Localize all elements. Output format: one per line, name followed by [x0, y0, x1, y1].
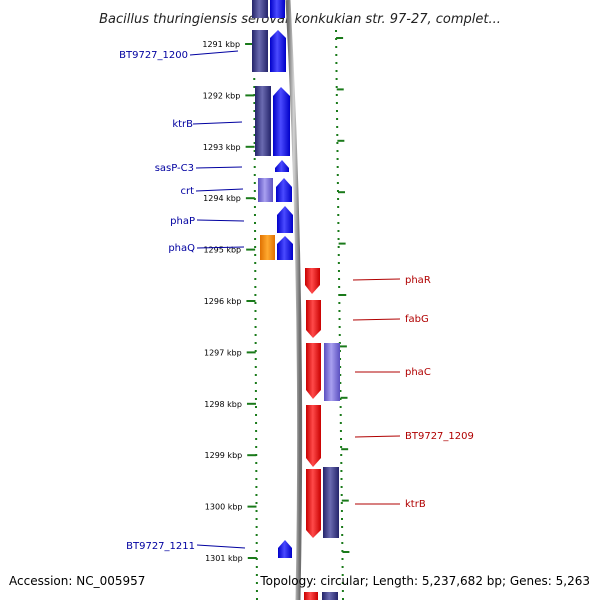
gene-leader-line	[195, 188, 244, 192]
similarity-block	[255, 86, 271, 156]
gene-leader-line	[354, 435, 401, 438]
gene-arrow-forward	[304, 592, 318, 600]
gene-label: phaR	[405, 275, 431, 286]
similarity-block	[323, 467, 339, 538]
gene-label: BT9727_1211	[126, 541, 195, 552]
similarity-blocks-forward	[322, 343, 340, 600]
gene-arrow-reverse	[270, 0, 285, 18]
accession-text: Accession: NC_005957	[9, 574, 145, 588]
gene-arrow-forward	[306, 343, 321, 399]
gene-arrow-forward	[306, 405, 321, 467]
map-title: Bacillus thuringiensis serovar konkukian…	[99, 12, 501, 27]
gene-leader-line	[195, 166, 243, 169]
similarity-block	[324, 343, 340, 401]
scale-tick-label: 1298 kbp	[204, 400, 242, 409]
scale-tick-label: 1296 kbp	[204, 297, 242, 306]
gene-label: phaP	[170, 216, 195, 227]
similarity-block	[252, 30, 268, 72]
forward-gene-labels: phaR fabG phaC BT9727_1209 ktrB	[405, 275, 474, 510]
similarity-block	[252, 0, 268, 18]
gene-label: crt	[180, 186, 194, 197]
gene-leader-line	[196, 246, 245, 249]
gene-leader-line	[352, 278, 401, 281]
scale-tick-label: 1300 kbp	[205, 503, 243, 512]
gene-label: fabG	[405, 314, 429, 325]
gene-label: phaQ	[168, 243, 195, 254]
gene-arrow-reverse	[277, 236, 293, 260]
outer-ring-dashes	[336, 37, 350, 553]
gene-label: ktrB	[405, 499, 426, 510]
gene-arrow-forward	[305, 268, 320, 294]
gene-arrow-reverse	[270, 30, 286, 72]
scale-tick-label: 1295 kbp	[203, 246, 241, 255]
gene-label: BT9727_1200	[119, 50, 188, 61]
gene-label: BT9727_1209	[405, 431, 474, 442]
genome-stats-text: Topology: circular; Length: 5,237,682 bp…	[259, 574, 590, 588]
gene-arrow-reverse	[275, 160, 289, 172]
scale-tick-label: 1292 kbp	[203, 91, 241, 100]
scale-tick-label: 1291 kbp	[202, 40, 240, 49]
similarity-block	[258, 178, 273, 202]
gene-label: phaC	[405, 367, 431, 378]
reverse-gene-labels: BT9727_1200 ktrB sasP-C3 crt phaP phaQ B…	[119, 50, 195, 552]
similarity-block	[322, 592, 338, 600]
gene-label: sasP-C3	[155, 163, 194, 174]
gene-arrow-forward	[306, 300, 321, 338]
reverse-strand-genes	[270, 0, 293, 558]
gene-leader-line	[196, 544, 246, 549]
gene-arrow-reverse	[278, 540, 292, 558]
scale-tick-label: 1293 kbp	[203, 143, 241, 152]
forward-strand-genes	[304, 268, 321, 600]
forward-gene-leaders	[352, 278, 401, 505]
gene-arrow-reverse	[273, 87, 290, 156]
gene-leader-line	[196, 219, 245, 222]
scale-tick-label: 1299 kbp	[205, 451, 243, 460]
similarity-block	[260, 235, 275, 260]
scale-tick-label: 1301 kbp	[205, 554, 243, 563]
scale-ticks: 1291 kbp 1292 kbp 1293 kbp 1294 kbp 1295 kbp…	[202, 40, 257, 563]
gene-label: ktrB	[172, 119, 193, 130]
scale-tick-label: 1297 kbp	[204, 348, 242, 357]
gene-arrow-forward	[306, 469, 321, 538]
reverse-gene-leaders	[189, 50, 246, 549]
gene-leader-line	[189, 50, 239, 56]
gene-leader-line	[352, 318, 401, 321]
gene-leader-line	[192, 121, 243, 125]
scale-tick-label: 1294 kbp	[203, 194, 241, 203]
gene-arrow-reverse	[276, 178, 292, 202]
similarity-blocks-reverse	[252, 0, 275, 260]
gene-arrow-reverse	[277, 206, 293, 233]
genome-backbone	[285, 0, 303, 600]
